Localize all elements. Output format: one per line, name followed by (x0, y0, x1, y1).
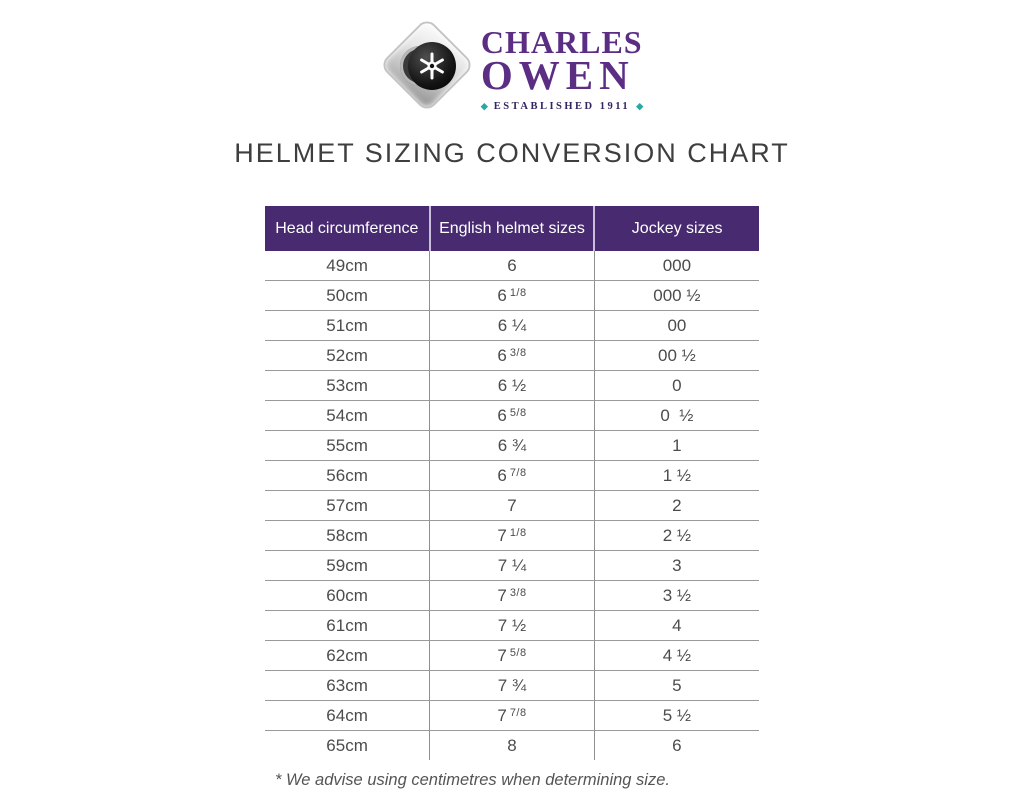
english-helmet-size-cell: 6 ¼ (429, 310, 595, 341)
english-helmet-size-cell: 6 ½ (429, 370, 595, 401)
english-helmet-size-cell: 6 5/8 (429, 400, 595, 431)
star-icon (419, 52, 444, 80)
jockey-size-cell: 2 (593, 490, 759, 521)
head-circumference-cell: 59cm (265, 550, 430, 581)
brand-wordmark: CHARLES OWEN ◆ ESTABLISHED 1911 ◆ (481, 20, 643, 112)
english-helmet-size-cell: 8 (429, 730, 595, 760)
eighth-fraction: 7/8 (509, 706, 527, 719)
english-helmet-size-cell: 7 1/8 (429, 520, 595, 551)
jockey-size-cell: 000 (593, 251, 759, 281)
eighth-fraction: 7/8 (509, 466, 527, 479)
diamond-emblem-icon (381, 19, 473, 112)
table-row: 60cm 7 3/8 3 ½ (265, 580, 759, 611)
jockey-size-cell: 1 (593, 430, 759, 461)
brand-name-owen: OWEN (480, 52, 635, 98)
eighth-fraction: 3/8 (509, 586, 527, 599)
head-circumference-cell: 61cm (265, 610, 430, 641)
head-circumference-cell: 63cm (265, 670, 430, 701)
eighth-fraction: 5/8 (509, 406, 527, 419)
table-header: Head circumference English helmet sizes … (265, 206, 759, 251)
head-circumference-cell: 64cm (265, 700, 430, 731)
table-row: 54cm 6 5/8 0 ½ (265, 400, 759, 431)
english-helmet-size-cell: 7 (429, 490, 595, 521)
footnote: * We advise using centimetres when deter… (275, 771, 670, 789)
col-header-head-circumference: Head circumference (265, 206, 430, 251)
jockey-size-cell: 00 (593, 310, 759, 341)
jockey-size-cell: 4 ½ (593, 640, 759, 671)
eighth-fraction: 3/8 (509, 346, 527, 359)
table-row: 50cm 6 1/8 000 ½ (265, 280, 759, 311)
eighth-fraction: 1/8 (509, 286, 527, 299)
english-helmet-size-cell: 6 (429, 251, 595, 281)
head-circumference-cell: 54cm (265, 400, 430, 431)
head-circumference-cell: 58cm (265, 520, 430, 551)
teal-diamond-icon: ◆ (636, 100, 644, 111)
jockey-size-cell: 0 (593, 370, 759, 401)
head-circumference-cell: 52cm (265, 340, 430, 371)
black-orb-shape (407, 42, 456, 90)
jockey-size-cell: 00 ½ (593, 340, 759, 371)
english-helmet-size-cell: 7 ¾ (429, 670, 595, 701)
head-circumference-cell: 56cm (265, 460, 430, 491)
head-circumference-cell: 65cm (326, 735, 368, 755)
jockey-size-cell: 4 (593, 610, 759, 641)
head-circumference-cell: 50cm (265, 280, 430, 311)
sizing-conversion-table: Head circumference English helmet sizes … (265, 206, 759, 760)
english-helmet-size-cell: 6 1/8 (429, 280, 595, 311)
table-row: 65cm 8 6 (265, 730, 759, 760)
head-circumference-cell: 57cm (265, 490, 430, 521)
english-helmet-size-cell: 7 3/8 (429, 580, 595, 611)
table-row: 49cm 6 000 (265, 251, 759, 281)
english-helmet-size-cell: 7 ¼ (429, 550, 595, 581)
charles-owen-logo: CHARLES OWEN ◆ ESTABLISHED 1911 ◆ (0, 0, 1024, 112)
jockey-size-cell: 0 ½ (593, 400, 759, 431)
head-circumference-cell: 49cm (265, 251, 430, 281)
eighth-fraction: 5/8 (509, 646, 527, 659)
table-body: 49cm 6 000 50cm 6 1/8 000 ½ 51cm 6 ¼ 00 52cm 6 3/8 00… (265, 251, 759, 760)
jockey-size-cell: 5 ½ (593, 700, 759, 731)
english-helmet-size-cell: 6 3/8 (429, 340, 595, 371)
jockey-size-cell: 6 (593, 730, 759, 760)
english-helmet-size-cell: 7 7/8 (429, 700, 595, 731)
head-circumference-cell: 62cm (265, 640, 430, 671)
table-row: 52cm 6 3/8 00 ½ (265, 340, 759, 371)
head-circumference-cell: 60cm (265, 580, 430, 611)
table-header-row: Head circumference English helmet sizes … (265, 206, 759, 251)
table-row: 57cm 7 2 (265, 490, 759, 521)
head-circumference-cell: 51cm (265, 310, 430, 341)
head-circumference-cell: 55cm (265, 430, 430, 461)
jockey-size-cell: 000 ½ (593, 280, 759, 311)
established-text: ESTABLISHED 1911 (493, 100, 631, 112)
teal-diamond-icon: ◆ (480, 100, 488, 111)
table-row: 51cm 6 ¼ 00 (265, 310, 759, 341)
jockey-size-cell: 5 (593, 670, 759, 701)
page-title: HELMET SIZING CONVERSION CHART (234, 138, 790, 168)
col-header-jockey-sizes: Jockey sizes (593, 206, 759, 251)
col-header-english-helmet-sizes: English helmet sizes (428, 206, 595, 251)
jockey-size-cell: 1 ½ (593, 460, 759, 491)
english-helmet-size-cell: 7 ½ (429, 610, 595, 641)
head-circumference-cell: 53cm (265, 370, 430, 401)
eighth-fraction: 1/8 (509, 526, 527, 539)
table-row: 56cm 6 7/8 1 ½ (265, 460, 759, 491)
brand-name-charles: CHARLES (480, 24, 643, 60)
table-row: 62cm 7 5/8 4 ½ (265, 640, 759, 671)
established-line: ◆ ESTABLISHED 1911 ◆ (481, 101, 643, 112)
jockey-size-cell: 2 ½ (593, 520, 759, 551)
english-helmet-size-cell: 6 ¾ (429, 430, 595, 461)
jockey-size-cell: 3 ½ (593, 580, 759, 611)
table-row: 58cm 7 1/8 2 ½ (265, 520, 759, 551)
english-helmet-size-cell: 6 7/8 (429, 460, 595, 491)
table-row: 64cm 7 7/8 5 ½ (265, 700, 759, 731)
jockey-size-cell: 3 (593, 550, 759, 581)
english-helmet-size-cell: 7 5/8 (429, 640, 595, 671)
